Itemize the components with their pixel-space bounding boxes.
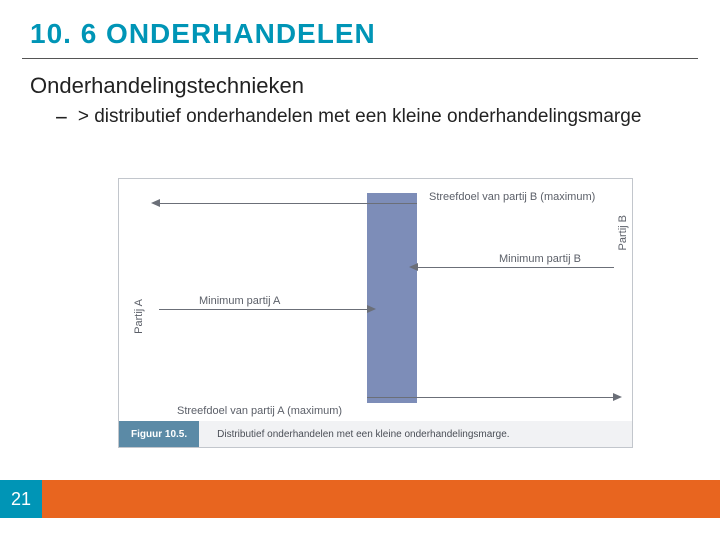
- arrow-mid-right: [417, 267, 614, 268]
- footer-bar: [0, 480, 720, 518]
- label-top-right: Streefdoel van partij B (maximum): [429, 191, 595, 203]
- title-underline: [22, 58, 698, 59]
- bullet-dash: −: [55, 105, 68, 131]
- page-number-badge: 21: [0, 480, 42, 518]
- arrow-mid-left: [159, 309, 367, 310]
- negotiation-diagram: Streefdoel van partij B (maximum) Minimu…: [118, 178, 633, 448]
- arrow-mid-left-head: [367, 305, 376, 313]
- bullet-text: > distributief onderhandelen met een kle…: [78, 105, 642, 129]
- figure-tag: Figuur 10.5.: [119, 421, 199, 447]
- arrow-mid-right-head: [409, 263, 418, 271]
- arrow-bottom-head: [613, 393, 622, 401]
- bullet-row: − > distributief onderhandelen met een k…: [0, 105, 720, 131]
- slide-subtitle: Onderhandelingstechnieken: [0, 73, 720, 105]
- arrow-bottom: [367, 397, 614, 398]
- label-side-right: Partij B: [617, 215, 629, 250]
- figure-caption-bar: Figuur 10.5. Distributief onderhandelen …: [119, 421, 632, 447]
- label-mid-left: Minimum partij A: [199, 295, 280, 307]
- label-mid-right: Minimum partij B: [499, 253, 581, 265]
- slide-title: 10. 6 ONDERHANDELEN: [0, 0, 720, 58]
- arrow-top-head: [151, 199, 160, 207]
- arrow-top: [159, 203, 417, 204]
- overlap-bar: [367, 193, 417, 403]
- label-side-left: Partij A: [133, 299, 145, 334]
- figure-caption-text: Distributief onderhandelen met een klein…: [199, 429, 509, 440]
- label-bottom-left: Streefdoel van partij A (maximum): [177, 405, 342, 417]
